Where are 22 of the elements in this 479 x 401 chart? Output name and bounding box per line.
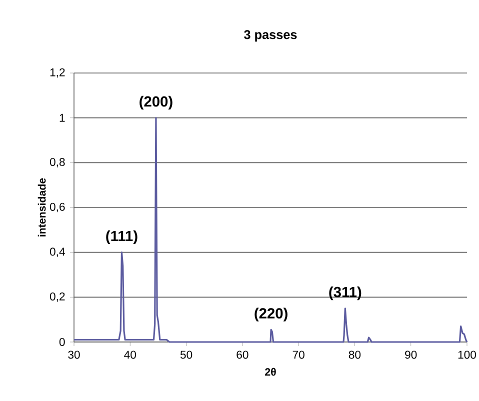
x-axis-title: 2θ [265, 368, 276, 376]
y-tick-label: 1,2 [50, 68, 65, 78]
x-tick-label: 50 [180, 350, 192, 359]
x-tick-label: 40 [124, 350, 136, 359]
y-axis-title: intensidade [38, 178, 46, 236]
x-tick-label: 70 [292, 350, 304, 359]
y-tick-label: 0,2 [50, 292, 65, 302]
x-tick-label: 90 [405, 350, 417, 359]
x-tick-label: 30 [68, 350, 80, 359]
annotation: (111) [106, 230, 138, 244]
x-tick-label: 60 [236, 350, 248, 359]
y-tick-label: 0,8 [50, 158, 65, 168]
chart-title: 3 passes [244, 30, 297, 42]
annotation: (200) [140, 96, 172, 110]
annotation: (311) [329, 286, 362, 300]
x-tick-label: 80 [348, 350, 361, 359]
y-tick-label: 0,6 [50, 202, 65, 212]
y-tick-label: 1 [60, 114, 65, 122]
y-tick-label: 0 [59, 338, 65, 346]
x-tick-label: 100 [458, 350, 476, 359]
y-tick-label: 0,4 [50, 248, 65, 258]
annotation: (220) [254, 308, 288, 322]
